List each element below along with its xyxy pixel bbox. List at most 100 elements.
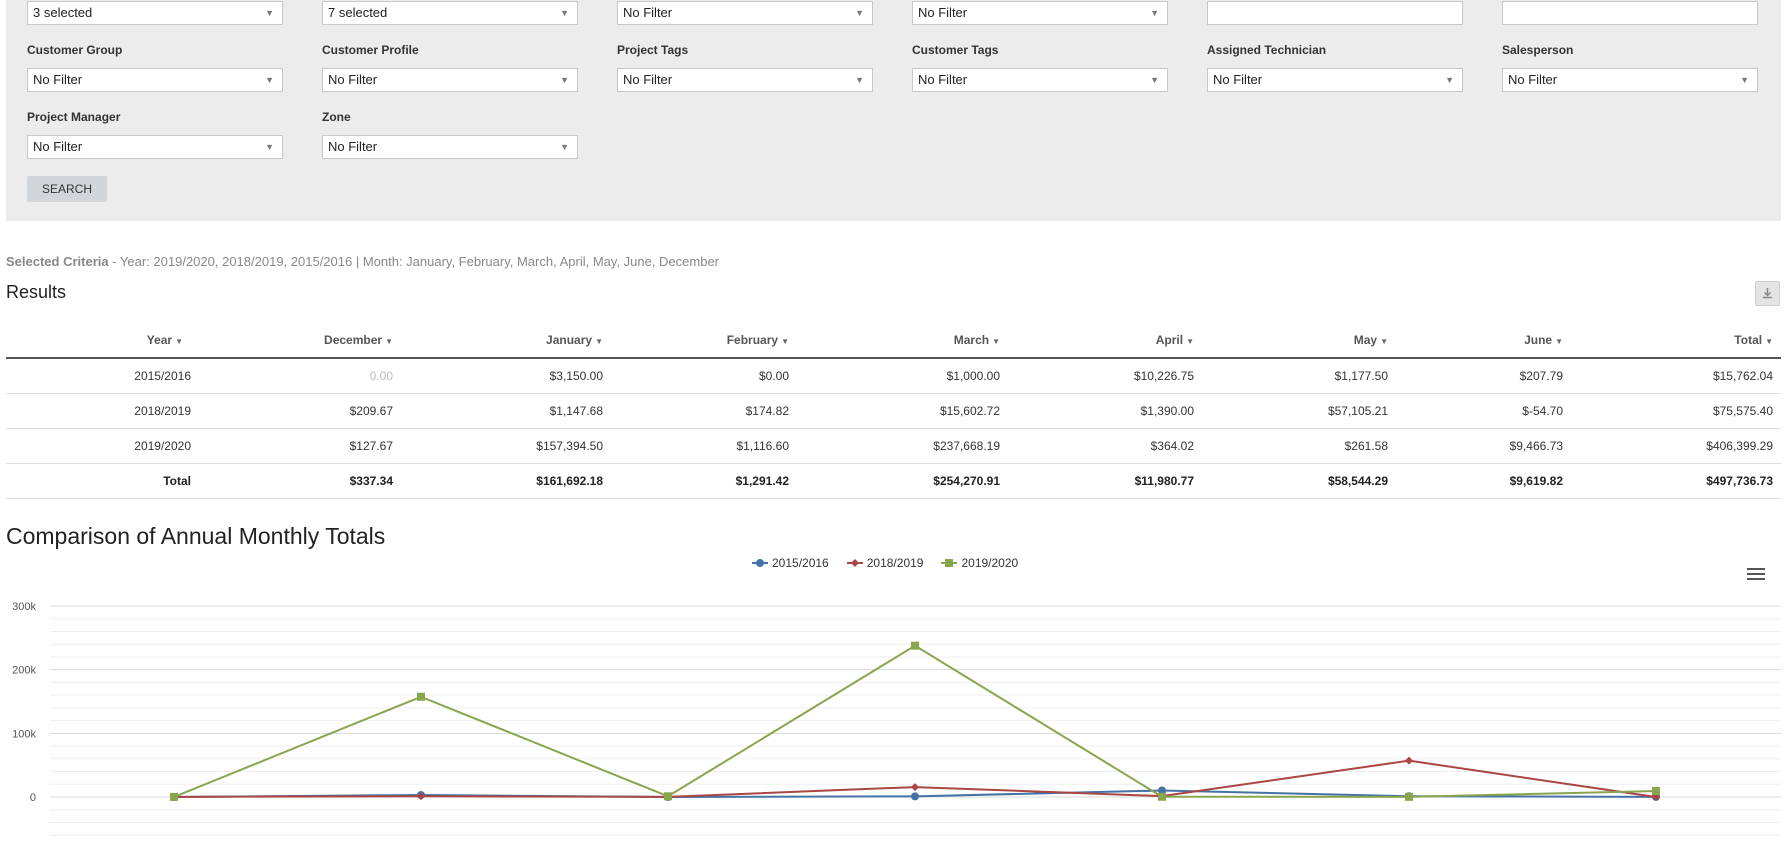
assigned-technician-select[interactable]: No Filter ▼ bbox=[1207, 68, 1463, 92]
table-cell: $337.34 bbox=[191, 463, 401, 499]
column-header-january[interactable]: January ▼ bbox=[401, 322, 611, 359]
table-cell: $1,147.68 bbox=[401, 393, 611, 429]
table-cell: 0.00 bbox=[191, 358, 401, 394]
customer-group-select[interactable]: No Filter ▼ bbox=[27, 68, 283, 92]
download-button[interactable] bbox=[1755, 281, 1780, 306]
column-header-march[interactable]: March ▼ bbox=[797, 322, 1008, 359]
table-cell: 2015/2016 bbox=[6, 358, 191, 394]
data-point bbox=[417, 792, 425, 801]
sort-arrow-icon: ▼ bbox=[1380, 336, 1388, 346]
chart-menu-icon[interactable] bbox=[1747, 568, 1765, 584]
assigned-technician-label: Assigned Technician bbox=[1207, 43, 1327, 57]
line-chart: 0 100k 200k 300k bbox=[12, 601, 1781, 836]
table-cell: $1,390.00 bbox=[1008, 393, 1202, 429]
legend-label: 2015/2016 bbox=[772, 556, 829, 570]
column-header-label: April bbox=[1155, 332, 1184, 347]
table-cell: 2018/2019 bbox=[6, 393, 191, 429]
filter-text-input-2[interactable] bbox=[1502, 1, 1758, 25]
table-cell: $10,226.75 bbox=[1008, 358, 1202, 394]
filter-row1-col5 bbox=[1207, 1, 1463, 25]
legend-item[interactable]: 2018/2019 bbox=[846, 556, 923, 570]
results-title: Results bbox=[6, 282, 67, 302]
column-header-label: May bbox=[1353, 332, 1378, 347]
customer-tags-select[interactable]: No Filter ▼ bbox=[912, 68, 1168, 92]
column-header-april[interactable]: April ▼ bbox=[1008, 322, 1202, 359]
data-point bbox=[1652, 793, 1660, 802]
data-point bbox=[664, 792, 672, 801]
chevron-down-icon: ▼ bbox=[265, 75, 274, 85]
chevron-down-icon: ▼ bbox=[855, 8, 864, 18]
legend-item[interactable]: 2015/2016 bbox=[752, 556, 829, 570]
table-cell: $1,000.00 bbox=[797, 358, 1008, 394]
column-header-label: December bbox=[324, 332, 383, 347]
column-header-label: Total bbox=[1734, 332, 1763, 347]
chart-title: Comparison of Annual Monthly Totals bbox=[6, 523, 386, 549]
month-select[interactable]: 7 selected ▼ bbox=[322, 1, 578, 25]
project-tags-value: No Filter bbox=[623, 72, 673, 87]
search-button[interactable]: SEARCH bbox=[27, 176, 107, 202]
chevron-down-icon: ▼ bbox=[560, 75, 569, 85]
filter-row1-col4: No Filter ▼ bbox=[912, 1, 1168, 25]
customer-profile-select[interactable]: No Filter ▼ bbox=[322, 68, 578, 92]
customer-tags-value: No Filter bbox=[918, 72, 968, 87]
series-line-2018/2019 bbox=[173, 759, 1657, 799]
salesperson-select[interactable]: No Filter ▼ bbox=[1502, 68, 1758, 92]
chevron-down-icon: ▼ bbox=[1150, 75, 1159, 85]
sort-arrow-icon: ▼ bbox=[595, 336, 603, 346]
table-cell: $364.02 bbox=[1008, 428, 1202, 464]
zone-value: No Filter bbox=[328, 139, 378, 154]
legend-symbol-icon bbox=[752, 559, 768, 567]
table-cell: $1,116.60 bbox=[611, 428, 797, 464]
column-header-label: March bbox=[953, 332, 990, 347]
column-header-year[interactable]: Year ▼ bbox=[6, 322, 191, 359]
table-cell: $209.67 bbox=[191, 393, 401, 429]
data-point bbox=[1158, 792, 1166, 801]
zone-filter: Zone No Filter ▼ bbox=[322, 110, 578, 159]
chevron-down-icon: ▼ bbox=[855, 75, 864, 85]
table-cell: $9,619.82 bbox=[1396, 463, 1571, 499]
sort-arrow-icon: ▼ bbox=[1555, 336, 1563, 346]
table-cell: $1,291.42 bbox=[611, 463, 797, 499]
column-header-total[interactable]: Total ▼ bbox=[1571, 322, 1781, 359]
filter-select-row1-3[interactable]: No Filter ▼ bbox=[617, 1, 873, 25]
data-point bbox=[1405, 756, 1413, 765]
salesperson-label: Salesperson bbox=[1502, 43, 1574, 57]
selected-criteria-text: - Year: 2019/2020, 2018/2019, 2015/2016 … bbox=[108, 254, 720, 269]
table-row: 2019/2020 $127.67 $157,394.50 $1,116.60 $237… bbox=[6, 428, 1781, 464]
column-header-june[interactable]: June ▼ bbox=[1396, 322, 1571, 359]
filter-select-row1-4[interactable]: No Filter ▼ bbox=[912, 1, 1168, 25]
filter-row1-col6 bbox=[1502, 1, 1758, 25]
y-tick-label: 0 bbox=[30, 792, 36, 804]
project-manager-value: No Filter bbox=[33, 139, 83, 154]
customer-group-filter: Customer Group No Filter ▼ bbox=[27, 43, 283, 92]
customer-tags-label: Customer Tags bbox=[912, 43, 999, 57]
table-cell: $174.82 bbox=[611, 393, 797, 429]
customer-group-label: Customer Group bbox=[27, 43, 123, 57]
zone-select[interactable]: No Filter ▼ bbox=[322, 135, 578, 159]
column-header-february[interactable]: February ▼ bbox=[611, 322, 797, 359]
legend-item[interactable]: 2019/2020 bbox=[941, 556, 1018, 570]
column-header-label: January bbox=[546, 332, 593, 347]
table-header-row: Year ▼ December ▼ January ▼ February ▼ March ▼ Apr… bbox=[6, 322, 1781, 359]
filter-row1-col2: 7 selected ▼ bbox=[322, 1, 578, 25]
table-cell: $-54.70 bbox=[1396, 393, 1571, 429]
column-header-label: Year bbox=[146, 332, 173, 347]
table-row: 2018/2019 $209.67 $1,147.68 $174.82 $15,602.… bbox=[6, 393, 1781, 429]
sort-arrow-icon: ▼ bbox=[1186, 336, 1194, 346]
filter-panel: 3 selected ▼ 7 selected ▼ No Filter ▼ No Fi… bbox=[6, 0, 1781, 221]
column-header-december[interactable]: December ▼ bbox=[191, 322, 401, 359]
table-cell: $57,105.21 bbox=[1202, 393, 1396, 429]
table-cell: $237,668.19 bbox=[797, 428, 1008, 464]
table-cell: $261.58 bbox=[1202, 428, 1396, 464]
table-cell: $406,399.29 bbox=[1571, 428, 1781, 464]
legend-symbol-icon bbox=[941, 559, 958, 567]
table-cell: 2019/2020 bbox=[6, 428, 191, 464]
filter-text-input-1[interactable] bbox=[1207, 1, 1463, 25]
table-cell: $157,394.50 bbox=[401, 428, 611, 464]
project-manager-select[interactable]: No Filter ▼ bbox=[27, 135, 283, 159]
project-tags-select[interactable]: No Filter ▼ bbox=[617, 68, 873, 92]
column-header-may[interactable]: May ▼ bbox=[1202, 322, 1396, 359]
results-table: Year ▼ December ▼ January ▼ February ▼ March ▼ Apr… bbox=[6, 322, 1781, 499]
table-row: 2015/2016 0.00 $3,150.00 $0.00 $1,000.00 $10,… bbox=[6, 358, 1781, 394]
year-select[interactable]: 3 selected ▼ bbox=[27, 1, 283, 25]
